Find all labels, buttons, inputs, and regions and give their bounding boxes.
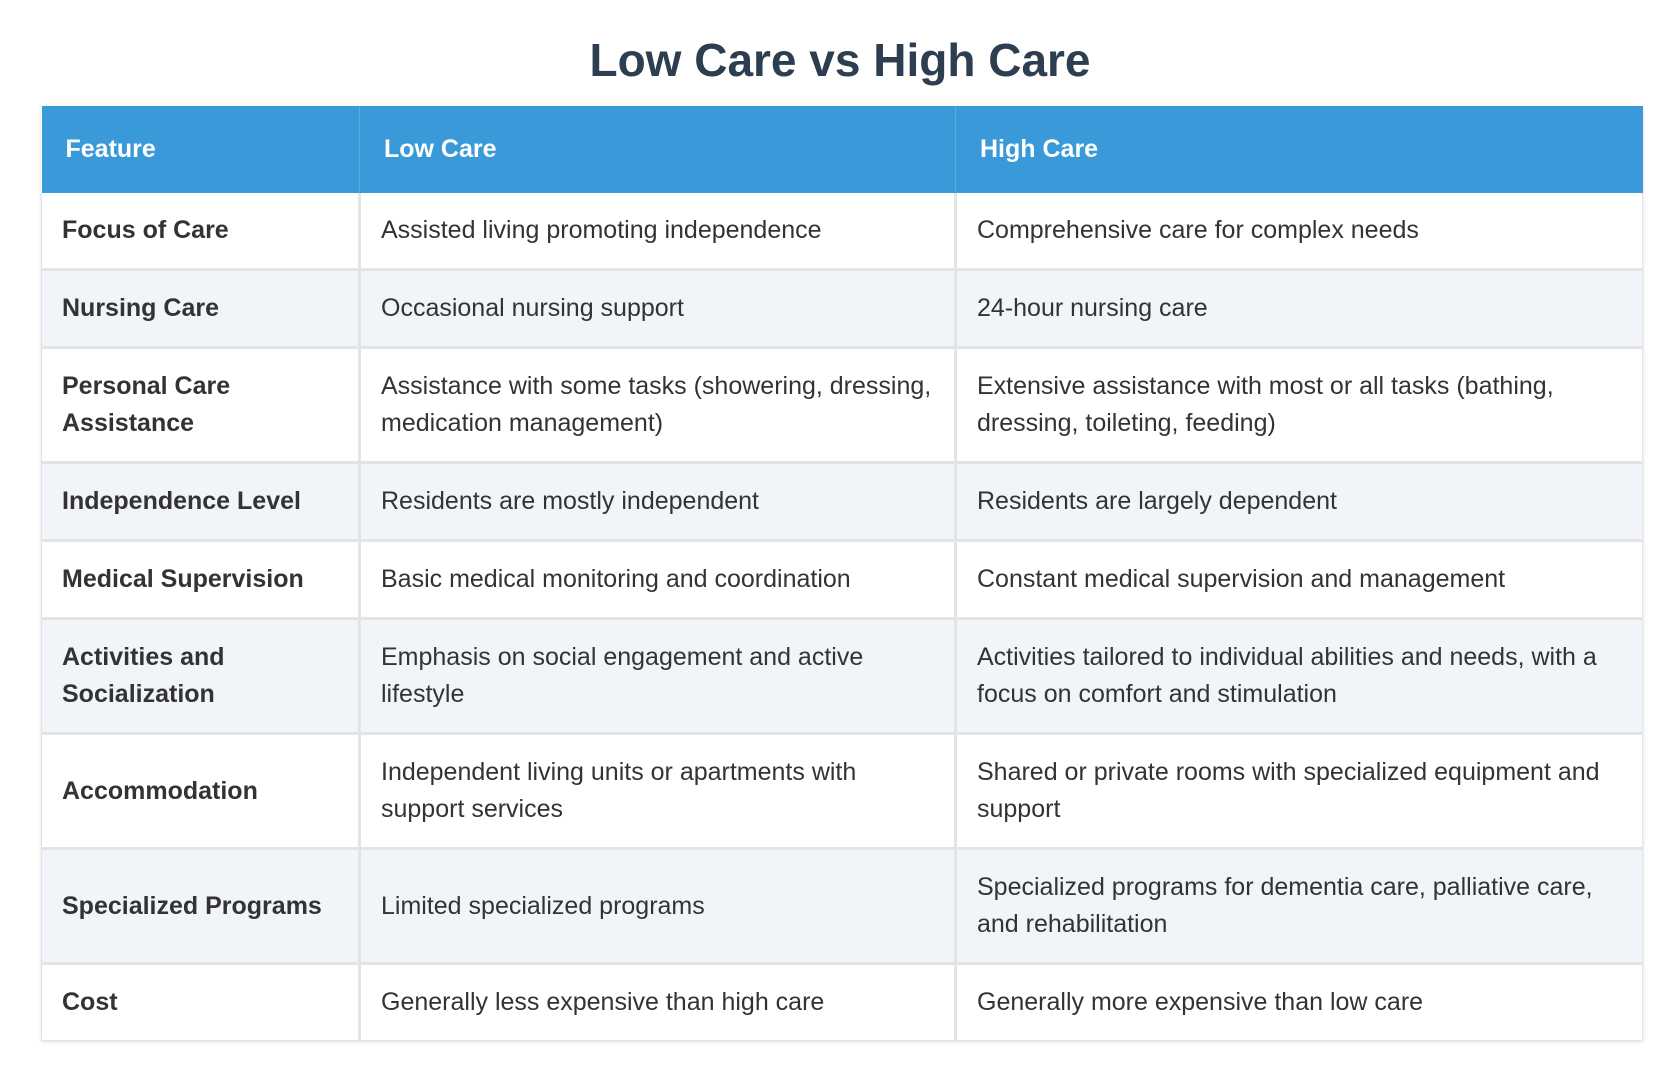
- feature-cell: Focus of Care: [41, 193, 361, 271]
- feature-cell: Nursing Care: [41, 269, 361, 349]
- low-care-cell: Emphasis on social engagement and active…: [359, 618, 957, 735]
- table-row: Cost Generally less expensive than high …: [41, 963, 1643, 1041]
- low-care-cell: Assistance with some tasks (showering, d…: [359, 347, 957, 464]
- high-care-cell: 24-hour nursing care: [955, 269, 1643, 349]
- high-care-cell: Generally more expensive than low care: [955, 963, 1643, 1041]
- table-row: Activities and Socialization Emphasis on…: [41, 618, 1643, 735]
- low-care-cell: Assisted living promoting independence: [359, 193, 957, 271]
- table-row: Nursing Care Occasional nursing support …: [41, 269, 1643, 349]
- header-low-care: Low Care: [359, 106, 956, 193]
- feature-cell: Activities and Socialization: [41, 618, 361, 735]
- header-high-care: High Care: [955, 106, 1643, 193]
- header-feature: Feature: [41, 106, 360, 193]
- feature-cell: Medical Supervision: [41, 540, 361, 620]
- high-care-cell: Specialized programs for dementia care, …: [955, 848, 1643, 965]
- table-row: Specialized Programs Limited specialized…: [41, 848, 1643, 965]
- low-care-cell: Independent living units or apartments w…: [359, 733, 957, 850]
- low-care-cell: Limited specialized programs: [359, 848, 957, 965]
- table-body: Focus of Care Assisted living promoting …: [41, 193, 1643, 1041]
- high-care-cell: Shared or private rooms with specialized…: [955, 733, 1643, 850]
- table-row: Medical Supervision Basic medical monito…: [41, 540, 1643, 620]
- feature-cell: Personal Care Assistance: [41, 347, 361, 464]
- comparison-table: Feature Low Care High Care Focus of Care…: [41, 106, 1643, 1041]
- table-row: Focus of Care Assisted living promoting …: [41, 193, 1643, 271]
- feature-cell: Specialized Programs: [41, 848, 361, 965]
- high-care-cell: Activities tailored to individual abilit…: [955, 618, 1643, 735]
- high-care-cell: Constant medical supervision and managem…: [955, 540, 1643, 620]
- low-care-cell: Generally less expensive than high care: [359, 963, 957, 1041]
- low-care-cell: Basic medical monitoring and coordinatio…: [359, 540, 957, 620]
- table-header: Feature Low Care High Care: [41, 106, 1643, 193]
- feature-cell: Accommodation: [41, 733, 361, 850]
- high-care-cell: Residents are largely dependent: [955, 462, 1643, 542]
- high-care-cell: Extensive assistance with most or all ta…: [955, 347, 1643, 464]
- feature-cell: Independence Level: [41, 462, 361, 542]
- low-care-cell: Residents are mostly independent: [359, 462, 957, 542]
- feature-cell: Cost: [41, 963, 361, 1041]
- page-title: Low Care vs High Care: [589, 34, 1091, 86]
- high-care-cell: Comprehensive care for complex needs: [955, 193, 1643, 271]
- table-row: Independence Level Residents are mostly …: [41, 462, 1643, 542]
- table-row: Personal Care Assistance Assistance with…: [41, 347, 1643, 464]
- table-row: Accommodation Independent living units o…: [41, 733, 1643, 850]
- low-care-cell: Occasional nursing support: [359, 269, 957, 349]
- header-row: Feature Low Care High Care: [41, 106, 1643, 193]
